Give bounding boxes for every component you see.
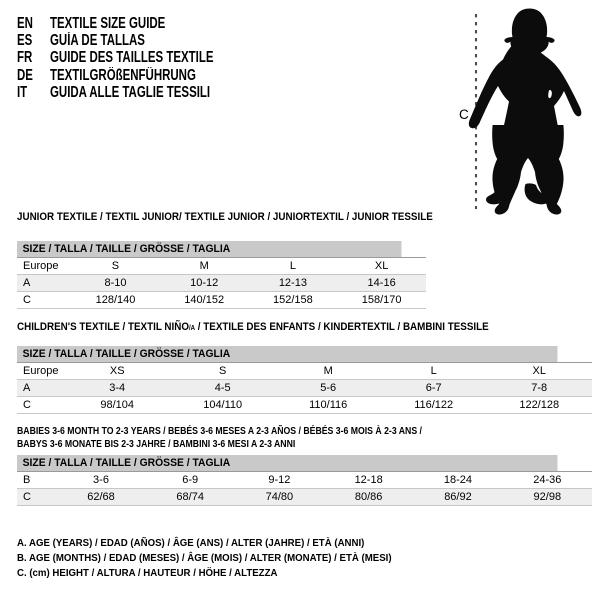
svg-text:C: C [459,107,469,122]
